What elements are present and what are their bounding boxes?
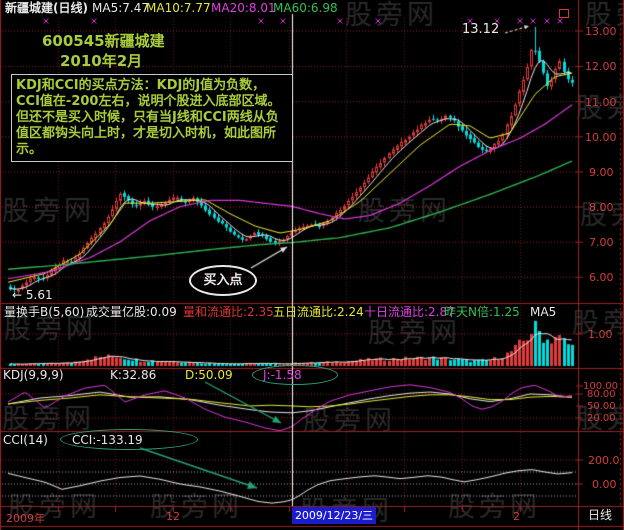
chart-month-label: 2010年2月 xyxy=(60,52,143,70)
axis-year-label: 2009年 xyxy=(6,512,45,525)
price-axis-label: 7.00 xyxy=(589,236,614,249)
price-axis-label: 9.00 xyxy=(589,166,614,179)
volume-ratio4-label: 昨天N倍:1.25 xyxy=(444,305,520,319)
buy-point-callout: 买入点 xyxy=(189,265,257,296)
red-box-icon xyxy=(559,9,569,18)
selected-date-box: 2009/12/23/三 xyxy=(292,507,376,524)
price-axis-label: 8.00 xyxy=(589,201,614,214)
kdj-d-value: D:50.09 xyxy=(185,368,233,382)
ma10-value: MA10:7.77 xyxy=(146,1,211,15)
ma5-value: MA5:7.47 xyxy=(92,1,149,15)
kdj-j-highlight-ellipse xyxy=(252,365,338,385)
stock-title: 新疆城建(日线) xyxy=(5,1,88,15)
volume-ratio3-label: 十日流通比:2.87 xyxy=(364,305,455,319)
volume-ratio2-label: 五日流通比:2.24 xyxy=(273,305,364,319)
annotation-note: KDJ和CCI的买点方法：KDJ的J值为负数，CCI值在-200左右，说明个股进… xyxy=(11,74,293,162)
price-axis-label: 13.00 xyxy=(585,25,617,38)
volume-ma-label: MA5 xyxy=(530,305,557,319)
volume-value-label: 成交量亿股:0.09 xyxy=(86,305,177,319)
cci-axis-label: 200.0 xyxy=(588,454,620,467)
stock-code-label: 600545新疆城建 xyxy=(42,32,165,50)
cci-indicator-label: CCI(14) xyxy=(3,433,48,447)
cci-highlight-ellipse xyxy=(60,429,198,450)
kdj-indicator-label: KDJ(9,9,9) xyxy=(3,368,64,382)
axis-month-label: 12 xyxy=(166,510,180,523)
price-axis-label: 10.00 xyxy=(585,131,617,144)
ma60-value: MA60:6.98 xyxy=(273,1,338,15)
kdj-axis-label: 80.00 xyxy=(587,389,616,400)
volume-axis-label: 1.00 xyxy=(588,328,613,341)
price-axis-label: 12.00 xyxy=(585,60,617,73)
kdj-k-value: K:32.86 xyxy=(110,368,157,382)
price-axis-label: 11.00 xyxy=(585,96,617,109)
kdj-axis-label: 20.00 xyxy=(587,413,616,424)
kdj-axis-label: 100.00 xyxy=(583,381,618,392)
peak-price-label: 13.12 xyxy=(462,22,500,37)
low-price-label: ← 5.61 xyxy=(12,288,53,302)
volume-ratio1-label: 量和流通比:2.35 xyxy=(183,305,274,319)
kdj-axis-label: 50.00 xyxy=(587,401,616,412)
buy-point-label: 买入点 xyxy=(203,273,243,288)
price-axis-label: 6.00 xyxy=(589,271,614,284)
volume-indicator-label: 量换手B(5,60) xyxy=(4,305,85,319)
cci-axis-label: 0.00 xyxy=(592,478,617,491)
ma20-value: MA20:8.01 xyxy=(211,1,276,15)
axis-month-label: 2 xyxy=(513,510,520,523)
period-selector[interactable]: 日线 xyxy=(588,508,613,522)
